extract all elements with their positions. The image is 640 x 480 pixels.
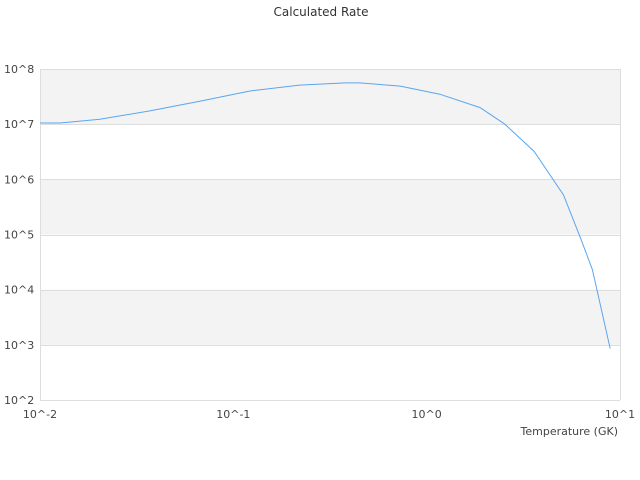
x-tick-label: 10^0 bbox=[412, 408, 442, 421]
series-line bbox=[40, 82, 611, 349]
x-tick-label: 10^-2 bbox=[23, 408, 57, 421]
x-axis-label: Temperature (GK) bbox=[520, 425, 619, 438]
y-tick-label: 10^4 bbox=[4, 284, 34, 297]
x-tick-label: 10^-1 bbox=[216, 408, 250, 421]
x-tick-label: 10^1 bbox=[605, 408, 635, 421]
y-tick-label: 10^7 bbox=[4, 118, 34, 131]
y-tick-label: 10^6 bbox=[4, 173, 34, 186]
y-tick-label: 10^5 bbox=[4, 229, 34, 242]
y-tick-label: 10^2 bbox=[4, 394, 34, 407]
y-tick-label: 10^8 bbox=[4, 63, 34, 76]
chart-title: Calculated Rate bbox=[274, 5, 369, 19]
grid-band bbox=[40, 69, 620, 125]
grid-band bbox=[40, 179, 620, 235]
grid-band bbox=[40, 289, 620, 345]
y-tick-label: 10^3 bbox=[4, 339, 34, 352]
